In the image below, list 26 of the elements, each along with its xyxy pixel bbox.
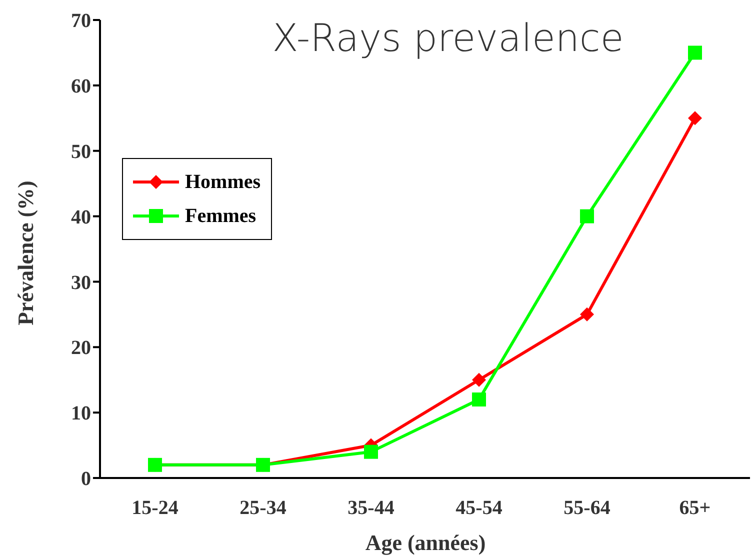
- point: [688, 46, 702, 60]
- x-tick-label: 45-54: [456, 497, 502, 520]
- y-tick-label: 0: [81, 468, 91, 490]
- point: [580, 209, 594, 224]
- x-tick-label: 55-64: [564, 497, 610, 520]
- point: [688, 111, 702, 126]
- point: [580, 307, 594, 322]
- point: [472, 392, 486, 406]
- x-tick-label: 25-34: [240, 497, 286, 520]
- y-tick-label: 70: [71, 10, 91, 32]
- y-tick-label: 60: [71, 76, 91, 98]
- x-tick-label: 15-24: [132, 497, 178, 520]
- point: [472, 372, 486, 387]
- y-tick-label: 30: [71, 272, 91, 294]
- y-tick-label: 50: [71, 140, 91, 163]
- x-tick-label: 65+: [679, 497, 711, 520]
- legend-label: Hommes: [185, 170, 261, 194]
- chart-title: X-Rays prevalence: [271, 16, 625, 60]
- legend-label: Femmes: [185, 204, 256, 228]
- x-axis-title: Age (années): [364, 530, 487, 556]
- y-tick-label: 20: [71, 337, 91, 360]
- y-axis-title: Prévalence (%): [13, 180, 39, 326]
- x-tick-label: 35-44: [348, 497, 394, 520]
- y-tick-label: 40: [71, 206, 91, 228]
- y-tick-label: 10: [71, 402, 91, 425]
- point: [364, 444, 378, 459]
